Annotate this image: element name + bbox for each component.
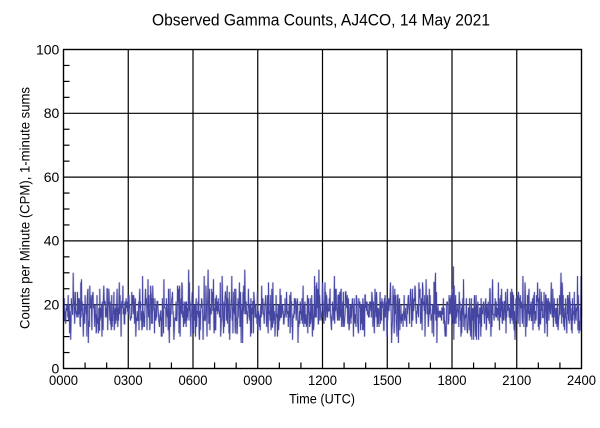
svg-text:0: 0 [52,360,60,376]
svg-text:Time (UTC): Time (UTC) [289,391,355,407]
svg-text:0000: 0000 [49,372,78,388]
svg-text:2400: 2400 [567,372,596,388]
svg-text:1200: 1200 [308,372,337,388]
svg-text:2100: 2100 [502,372,531,388]
svg-text:1800: 1800 [438,372,467,388]
svg-text:Observed Gamma Counts, AJ4CO,: Observed Gamma Counts, AJ4CO, 14 May 202… [152,11,490,30]
svg-text:0900: 0900 [243,372,272,388]
svg-text:Counts per Minute (CPM), 1-min: Counts per Minute (CPM), 1-minute sums [17,87,33,329]
svg-text:0600: 0600 [179,372,208,388]
svg-text:100: 100 [36,41,60,57]
svg-text:80: 80 [44,105,60,121]
svg-text:60: 60 [44,169,60,185]
svg-text:1500: 1500 [373,372,402,388]
svg-text:0300: 0300 [114,372,143,388]
svg-text:40: 40 [44,233,60,249]
svg-text:20: 20 [44,297,60,313]
